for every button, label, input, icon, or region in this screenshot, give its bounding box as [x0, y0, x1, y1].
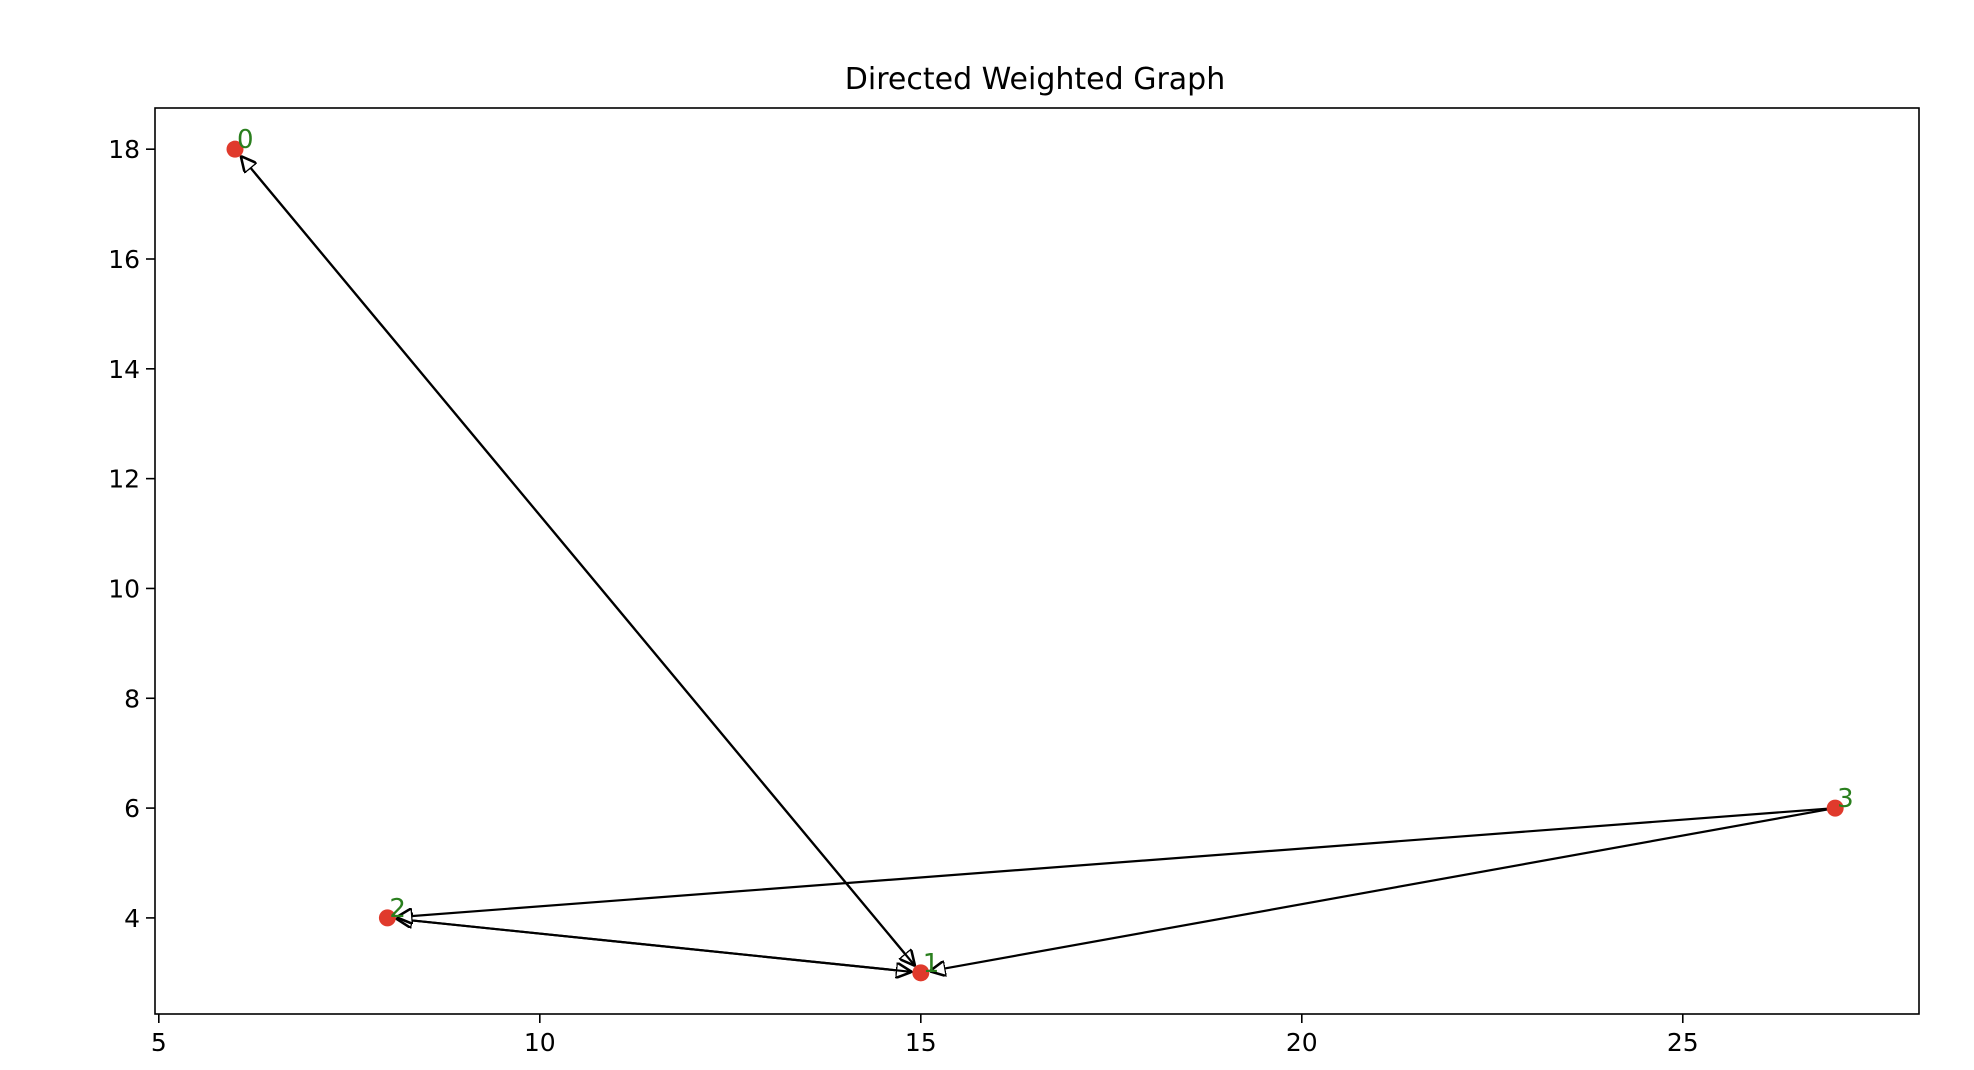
- y-tick-label: 18: [108, 135, 140, 164]
- chart-title: Directed Weighted Graph: [845, 62, 1225, 97]
- y-tick-label: 6: [124, 794, 140, 823]
- y-tick-label: 14: [108, 355, 140, 384]
- node-3: [1826, 799, 1844, 817]
- y-tick-label: 10: [108, 574, 140, 603]
- nodes-layer: [226, 140, 1844, 982]
- x-tick-label: 10: [524, 1028, 556, 1057]
- node-label-1: 1: [923, 949, 940, 979]
- edge-1-to-0: [241, 156, 922, 974]
- node-labels-layer: 0 1 2 3: [237, 125, 1854, 979]
- node-0: [226, 140, 244, 158]
- node-label-0: 0: [237, 125, 254, 155]
- node-1: [912, 964, 930, 982]
- edge-3-to-1: [930, 807, 1836, 971]
- x-tick-label: 20: [1286, 1028, 1318, 1057]
- node-label-3: 3: [1837, 784, 1854, 814]
- x-tick-label: 15: [905, 1028, 937, 1057]
- y-tick-label: 16: [108, 245, 140, 274]
- x-tick-label: 5: [151, 1028, 167, 1057]
- node-label-2: 2: [389, 894, 406, 924]
- x-axis: 5 10 15 20 25: [151, 1014, 1699, 1057]
- edge-1-to-2: [396, 919, 921, 974]
- y-tick-label: 4: [124, 904, 140, 933]
- y-tick-label: 8: [124, 684, 140, 713]
- x-tick-label: 25: [1667, 1028, 1699, 1057]
- edge-3-to-2: [396, 806, 1836, 917]
- y-axis: 4 6 8 10 12 14 16 18: [108, 135, 155, 933]
- plot-area-frame: [154, 107, 1920, 1015]
- edges-layer: [234, 148, 1836, 974]
- y-tick-label: 12: [108, 465, 140, 494]
- node-2: [378, 909, 396, 927]
